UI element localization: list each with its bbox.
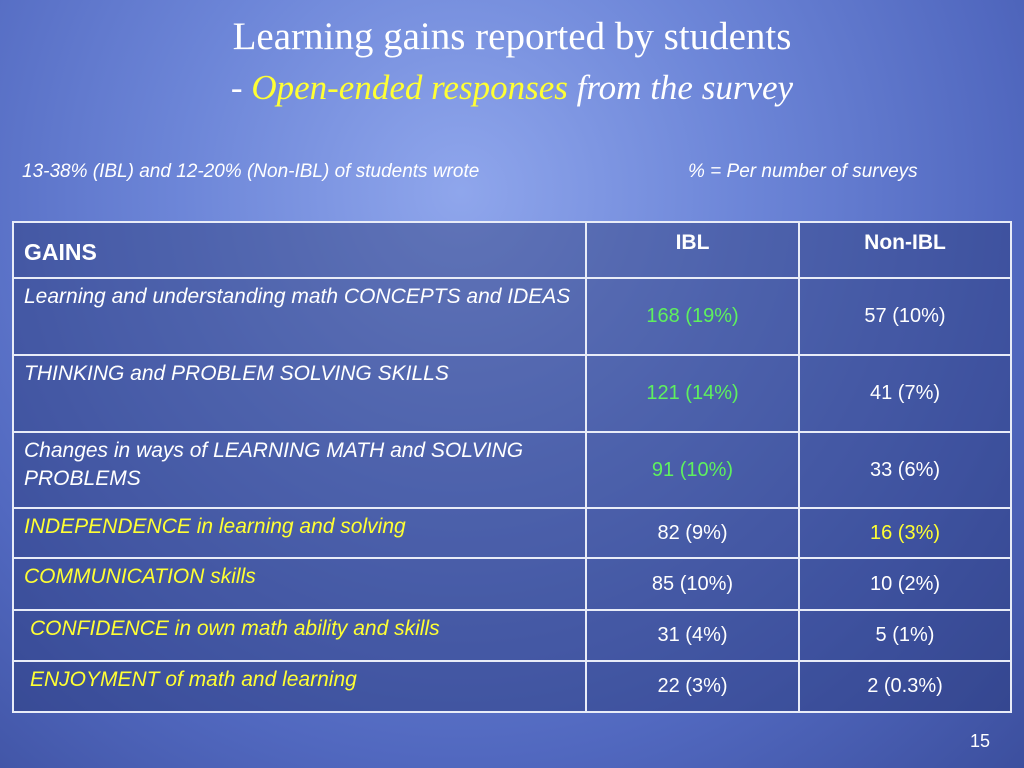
note-left: 13-38% (IBL) and 12-20% (Non-IBL) of stu… (22, 161, 480, 182)
subtitle: - Open-ended responses from the survey (0, 68, 1024, 108)
note-right: % = Per number of surveys (688, 161, 918, 182)
ibl-cell: 22 (3%) (585, 660, 800, 713)
ibl-cell: 121 (14%) (585, 354, 800, 433)
ibl-cell: 31 (4%) (585, 609, 800, 662)
non-ibl-cell: 41 (7%) (798, 354, 1012, 433)
gain-label: CONFIDENCE in own math ability and skill… (12, 609, 587, 662)
gain-label: ENJOYMENT of math and learning (12, 660, 587, 713)
column-header: GAINS (12, 221, 587, 279)
subtitle-suffix: from the survey (567, 68, 794, 107)
gain-label: THINKING and PROBLEM SOLVING SKILLS (12, 354, 587, 433)
subtitle-prefix: - (230, 68, 252, 107)
gain-label: Learning and understanding math CONCEPTS… (12, 277, 587, 356)
ibl-cell: 168 (19%) (585, 277, 800, 356)
gain-label: Changes in ways of LEARNING MATH and SOL… (12, 431, 587, 509)
row: COMMUNICATION skills 85 (10%) 10 (2%) (12, 557, 1012, 611)
ibl-cell: 82 (9%) (585, 507, 800, 559)
column-header: IBL (585, 221, 800, 279)
gain-label: INDEPENDENCE in learning and solving (12, 507, 587, 559)
subtitle-highlight: Open-ended responses (251, 68, 568, 107)
row: CONFIDENCE in own math ability and skill… (12, 609, 1012, 662)
title: Learning gains reported by students (232, 15, 792, 58)
row: INDEPENDENCE in learning and solving 82 … (12, 507, 1012, 559)
non-ibl-cell: 33 (6%) (798, 431, 1012, 509)
gains-table: GAINS IBL Non-IBL Learning and understan… (12, 221, 1012, 713)
non-ibl-cell: 10 (2%) (798, 557, 1012, 611)
non-ibl-cell: 16 (3%) (798, 507, 1012, 559)
non-ibl-cell: 2 (0.3%) (798, 660, 1012, 713)
row: Changes in ways of LEARNING MATH and SOL… (12, 431, 1012, 509)
ibl-cell: 85 (10%) (585, 557, 800, 611)
row: THINKING and PROBLEM SOLVING SKILLS 121 … (12, 354, 1012, 433)
gain-label: COMMUNICATION skills (12, 557, 587, 611)
ibl-cell: 91 (10%) (585, 431, 800, 509)
row: ENJOYMENT of math and learning 22 (3%) 2… (12, 660, 1012, 713)
row: Learning and understanding math CONCEPTS… (12, 277, 1012, 356)
column-header: Non-IBL (798, 221, 1012, 279)
header-row: GAINS IBL Non-IBL (12, 221, 1012, 279)
page-number: 15 (969, 731, 990, 751)
non-ibl-cell: 57 (10%) (798, 277, 1012, 356)
non-ibl-cell: 5 (1%) (798, 609, 1012, 662)
